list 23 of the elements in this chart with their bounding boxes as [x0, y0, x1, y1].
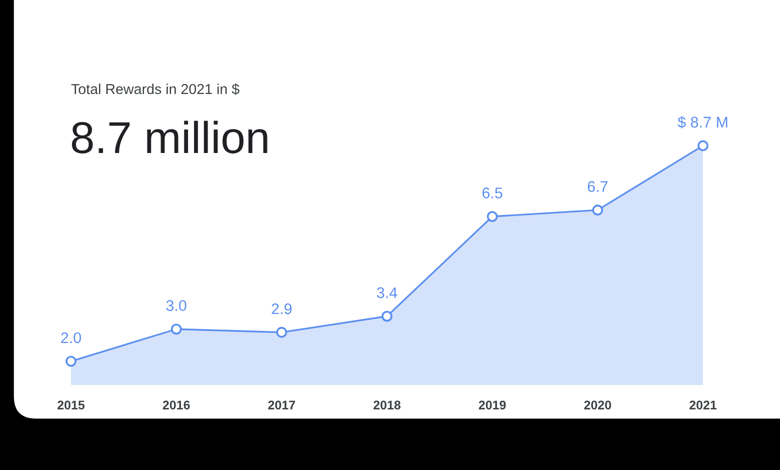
data-label: 3.4 — [376, 287, 398, 298]
chart-title: Total Rewards in 2021 in $ — [71, 83, 240, 95]
data-label: 6.7 — [588, 181, 608, 192]
point — [698, 140, 708, 152]
chart-subtitle: 8.7 million — [72, 120, 268, 154]
point — [486, 211, 498, 222]
x-tick-label: 2017 — [268, 400, 296, 410]
point — [170, 324, 182, 335]
data-label: 2.9 — [272, 303, 292, 314]
point — [382, 310, 392, 322]
x-tick-label: 2015 — [58, 400, 85, 410]
data-label: $ 8.7 M — [678, 116, 728, 128]
point — [592, 204, 604, 216]
data-label: 2.0 — [61, 332, 82, 344]
point — [66, 356, 76, 367]
x-tick-label: 2020 — [584, 400, 612, 410]
data-label: 3.0 — [166, 300, 186, 311]
data-label: 6.5 — [482, 188, 502, 198]
point — [276, 326, 288, 338]
x-tick-label: 2021 — [690, 400, 717, 410]
x-tick-label: 2016 — [162, 400, 190, 410]
x-tick-label: 2019 — [478, 400, 506, 410]
x-tick-label: 2018 — [374, 400, 401, 410]
